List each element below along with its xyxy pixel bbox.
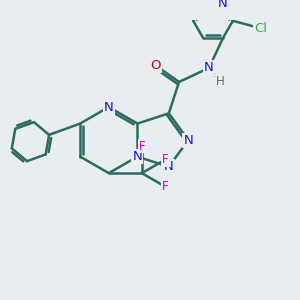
Text: H: H <box>216 75 225 88</box>
Text: F: F <box>139 140 145 152</box>
Text: N: N <box>183 134 193 147</box>
Text: F: F <box>162 180 169 193</box>
Text: N: N <box>218 0 228 10</box>
Text: O: O <box>150 59 160 72</box>
Text: N: N <box>204 61 214 74</box>
Text: Cl: Cl <box>254 22 268 35</box>
Text: N: N <box>164 160 174 173</box>
Text: F: F <box>162 153 169 166</box>
Text: N: N <box>133 150 142 163</box>
Text: N: N <box>104 100 114 113</box>
